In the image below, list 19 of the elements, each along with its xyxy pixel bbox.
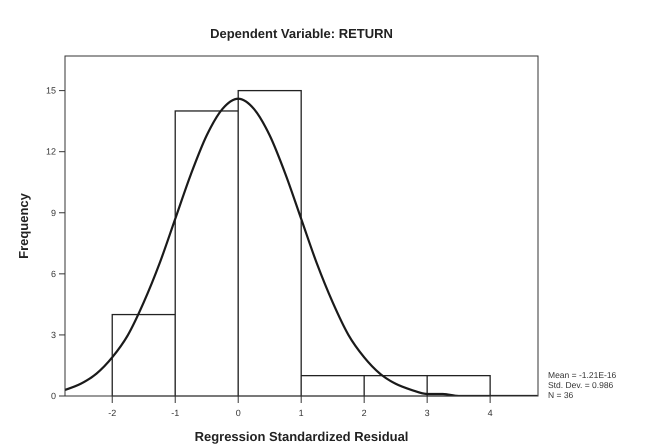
y-tick-label: 9: [50, 208, 56, 218]
y-axis-title: Frequency: [16, 192, 31, 259]
text: N = 36: [548, 390, 574, 400]
x-axis-title: Regression Standardized Residual: [194, 429, 408, 444]
x-tick-label: 3: [424, 408, 430, 418]
x-tick-label: -2: [108, 408, 116, 418]
x-tick-label: 0: [236, 408, 241, 418]
x-tick-label: -1: [171, 408, 180, 418]
y-tick-label: 0: [50, 391, 56, 401]
y-tick-label: 3: [50, 330, 56, 340]
chart-title: Dependent Variable: RETURN: [210, 26, 393, 41]
y-tick-label: 6: [50, 268, 56, 279]
x-tick-label: 4: [488, 408, 493, 418]
y-tick-label: 15: [46, 86, 56, 96]
text: Mean = -1.21E-16: [548, 370, 617, 380]
x-tick-label: 2: [362, 408, 367, 418]
text: Std. Dev. = 0.986: [548, 380, 614, 390]
x-tick-label: 1: [298, 408, 304, 418]
y-tick-label: 12: [46, 146, 56, 157]
